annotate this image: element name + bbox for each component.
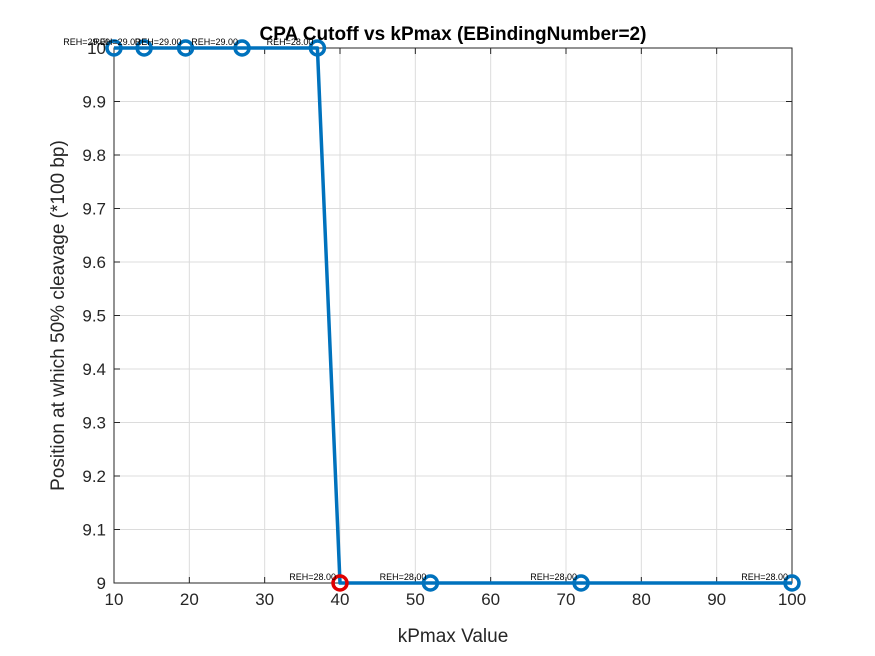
x-tick-label: 30 — [255, 590, 274, 609]
data-point-marker — [572, 574, 590, 592]
x-tick-label: 60 — [481, 590, 500, 609]
point-label: REH=28.00 — [530, 572, 577, 582]
x-axis-label: kPmax Value — [398, 626, 509, 647]
y-tick-label: 9.2 — [82, 467, 106, 486]
data-point-marker — [783, 574, 801, 592]
point-label: REH=29.00 — [191, 37, 238, 47]
data-point-marker — [421, 574, 440, 592]
point-label: REH=29.00 — [135, 37, 182, 47]
y-tick-label: 9.4 — [82, 360, 106, 379]
y-tick-label: 9.1 — [82, 521, 106, 540]
grid — [113, 47, 793, 584]
x-tick-label: 80 — [632, 590, 651, 609]
y-axis-label: Position at which 50% cleavage (*100 bp) — [48, 140, 69, 491]
data-point-marker — [233, 39, 251, 57]
y-tick-label: 9.6 — [82, 253, 106, 272]
point-label: REH=28.00 — [741, 572, 788, 582]
x-tick-label: 50 — [406, 590, 425, 609]
data-point-marker — [135, 39, 153, 57]
axis-ticks: 10 20 30 40 50 60 70 80 90 100 9 9.1 9.2 9.3 9.4 9.5 9.6… — [82, 39, 806, 609]
chart-title: CPA Cutoff vs kPmax (EBindingNumber=2) — [260, 24, 647, 45]
x-tick-label: 40 — [331, 590, 350, 609]
x-tick-label: 20 — [180, 590, 199, 609]
point-label: REH=29.00 — [63, 37, 110, 47]
data-point-marker — [105, 39, 123, 57]
y-tick-label: 10 — [87, 39, 106, 58]
x-tick-label: 70 — [557, 590, 576, 609]
y-tick-label: 9.5 — [82, 307, 106, 326]
y-tick-label: 9.9 — [82, 93, 106, 112]
point-label: REH=28.00 — [289, 572, 336, 582]
y-tick-label: 9.3 — [82, 414, 106, 433]
y-tick-label: 9.8 — [82, 146, 106, 165]
x-tick-label: 90 — [707, 590, 726, 609]
point-label: REH=28.00 — [380, 572, 427, 582]
point-label: REH=28.00 — [267, 37, 314, 47]
x-tick-label: 10 — [105, 590, 124, 609]
x-tick-label: 100 — [778, 590, 806, 609]
cutoff-point-marker — [331, 574, 349, 592]
series-line — [114, 46, 792, 585]
y-tick-label: 9.7 — [82, 200, 106, 219]
data-point-marker — [176, 39, 195, 57]
point-label: REH=29.00 — [93, 37, 140, 47]
y-tick-label: 9 — [97, 574, 106, 593]
data-point-marker — [308, 39, 327, 57]
series — [105, 39, 801, 592]
